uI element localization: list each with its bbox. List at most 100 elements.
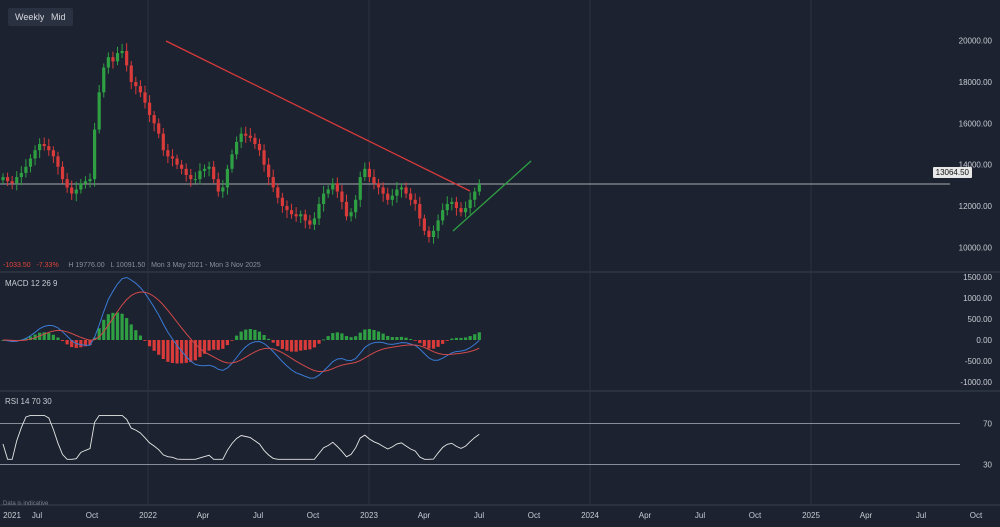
macd-histogram-bar bbox=[129, 324, 133, 340]
candle bbox=[354, 199, 358, 213]
macd-label[interactable]: MACD 12 26 9 bbox=[5, 279, 58, 288]
candle bbox=[390, 195, 394, 200]
macd-histogram-bar bbox=[463, 337, 468, 340]
candle bbox=[276, 187, 280, 198]
candle bbox=[152, 115, 156, 124]
macd-histogram-bar bbox=[459, 337, 463, 340]
candle bbox=[79, 183, 83, 190]
macd-histogram-bar bbox=[125, 318, 129, 340]
candle bbox=[184, 168, 188, 175]
time-tick-label: Jul bbox=[253, 511, 263, 520]
macd-histogram-bar bbox=[157, 340, 161, 355]
candle bbox=[431, 230, 436, 237]
macd-histogram-bar bbox=[372, 329, 376, 340]
candle bbox=[115, 53, 120, 62]
macd-histogram-bar bbox=[143, 340, 147, 341]
candle bbox=[207, 166, 211, 169]
macd-histogram-bar bbox=[335, 332, 339, 340]
candle bbox=[198, 170, 202, 180]
candle bbox=[93, 129, 97, 180]
price-tick-label: 12000.00 bbox=[959, 202, 993, 211]
macd-histogram-bar bbox=[390, 337, 394, 340]
macd-histogram-bar bbox=[56, 337, 60, 340]
macd-line bbox=[2, 276, 480, 379]
macd-histogram-bar bbox=[193, 340, 197, 361]
candle bbox=[344, 201, 349, 217]
macd-histogram-bar bbox=[234, 335, 239, 340]
candle bbox=[441, 210, 445, 221]
candle bbox=[436, 220, 440, 231]
macd-histogram-bar bbox=[271, 340, 275, 343]
candle bbox=[74, 189, 78, 194]
macd-histogram-bar bbox=[413, 340, 417, 341]
candle bbox=[312, 218, 317, 225]
price-tick-label: 20000.00 bbox=[959, 37, 993, 46]
candle bbox=[450, 201, 454, 204]
trendline-up bbox=[452, 160, 532, 232]
candle bbox=[322, 193, 326, 204]
macd-histogram-bar bbox=[42, 332, 46, 340]
low-value: L 10091.50 bbox=[110, 262, 146, 269]
candle bbox=[175, 158, 179, 165]
macd-histogram-bar bbox=[358, 332, 362, 340]
candle bbox=[454, 201, 459, 209]
price-tick-label: 14000.00 bbox=[959, 161, 993, 170]
macd-histogram-bar bbox=[381, 333, 385, 340]
candle bbox=[445, 203, 449, 211]
candle bbox=[473, 191, 477, 200]
candle bbox=[367, 168, 371, 178]
change-value: -1033.50 bbox=[3, 262, 31, 269]
candle bbox=[257, 144, 262, 151]
candle bbox=[244, 133, 248, 136]
macd-histogram-bar bbox=[267, 338, 271, 340]
candle bbox=[340, 191, 344, 202]
candle bbox=[262, 150, 266, 165]
change-percent: -7.33% bbox=[36, 262, 59, 269]
candle bbox=[97, 92, 101, 130]
macd-histogram-bar bbox=[207, 340, 211, 351]
candle bbox=[202, 168, 207, 171]
candle bbox=[147, 102, 152, 116]
candle bbox=[138, 86, 142, 93]
macd-histogram-bar bbox=[253, 329, 257, 340]
mid-price-button[interactable]: Mid bbox=[44, 8, 73, 26]
weekly-interval-button[interactable]: Weekly bbox=[8, 8, 52, 26]
time-tick-label: Jul bbox=[32, 511, 42, 520]
candle bbox=[33, 150, 37, 159]
candle bbox=[225, 168, 230, 188]
signal-line bbox=[2, 291, 480, 373]
candle bbox=[125, 51, 129, 66]
macd-histogram-bar bbox=[409, 339, 413, 340]
candle bbox=[161, 133, 165, 151]
candle bbox=[88, 179, 92, 182]
macd-histogram-bar bbox=[299, 340, 303, 351]
candle bbox=[38, 144, 42, 151]
candle bbox=[106, 57, 110, 68]
time-tick-label: Apr bbox=[639, 511, 652, 520]
rsi-tick-label: 70 bbox=[983, 420, 992, 429]
macd-histogram-bar bbox=[322, 339, 326, 341]
macd-histogram-bar bbox=[111, 312, 115, 340]
macd-histogram-bar bbox=[65, 340, 69, 345]
candle bbox=[463, 208, 468, 213]
macd-histogram-bar bbox=[367, 329, 371, 340]
trendline-down bbox=[165, 40, 471, 192]
candle bbox=[239, 133, 243, 142]
macd-histogram-bar bbox=[175, 340, 179, 364]
macd-histogram-bar bbox=[331, 333, 335, 340]
candle bbox=[271, 177, 275, 188]
rsi-label[interactable]: RSI 14 70 30 bbox=[5, 397, 52, 406]
macd-histogram-bar bbox=[115, 312, 120, 340]
candle bbox=[381, 187, 385, 194]
rsi-tick-label: 30 bbox=[983, 460, 992, 469]
candle bbox=[180, 164, 184, 169]
candle bbox=[285, 206, 289, 211]
macd-histogram-bar bbox=[445, 340, 449, 341]
candle bbox=[56, 156, 60, 167]
macd-histogram-bar bbox=[257, 331, 262, 340]
time-tick-label: Apr bbox=[418, 511, 431, 520]
candle bbox=[143, 92, 147, 103]
macd-histogram-bar bbox=[363, 329, 367, 340]
candle bbox=[51, 150, 55, 157]
